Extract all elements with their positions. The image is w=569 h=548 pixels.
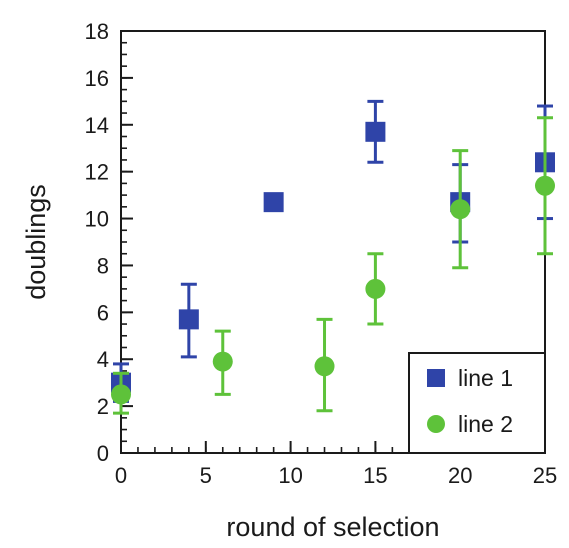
x-tick-label: 0	[115, 463, 127, 488]
legend-marker-line-2	[427, 415, 445, 433]
x-axis-label: round of selection	[226, 512, 439, 542]
data-point-square	[178, 309, 199, 330]
data-point-square	[365, 121, 386, 142]
data-point-circle	[535, 175, 555, 196]
y-tick-label: 4	[97, 347, 109, 372]
legend: line 1 line 2	[408, 352, 546, 454]
y-tick-label: 6	[97, 300, 109, 325]
x-tick-label: 20	[448, 463, 472, 488]
series-line-2	[111, 116, 555, 415]
data-point-circle	[365, 278, 386, 299]
x-tick-label: 25	[533, 463, 557, 488]
y-tick-label: 10	[85, 207, 109, 232]
legend-label-line-2: line 2	[458, 411, 513, 437]
y-axis-label: doublings	[21, 184, 51, 300]
data-point-circle	[450, 199, 471, 220]
y-tick-label: 0	[97, 441, 109, 466]
y-tick-label: 16	[85, 66, 109, 91]
data-series	[111, 99, 555, 415]
y-tick-label: 14	[85, 113, 109, 138]
x-tick-label: 15	[363, 463, 387, 488]
x-tick-label: 10	[278, 463, 302, 488]
tick-labels: 0 5 10 15 20 25 0 2 4 6 8 10 12 14 16 18	[85, 19, 558, 488]
legend-marker-line-1	[427, 369, 445, 387]
data-point-square	[263, 192, 284, 213]
y-tick-label: 8	[97, 253, 109, 278]
y-tick-label: 12	[85, 160, 109, 185]
y-tick-label: 18	[85, 19, 109, 44]
data-point-circle	[111, 384, 131, 405]
legend-label-line-1: line 1	[458, 365, 513, 391]
data-point-circle	[314, 356, 335, 377]
x-tick-label: 5	[200, 463, 212, 488]
y-tick-label: 2	[97, 394, 109, 419]
data-point-circle	[212, 351, 233, 372]
